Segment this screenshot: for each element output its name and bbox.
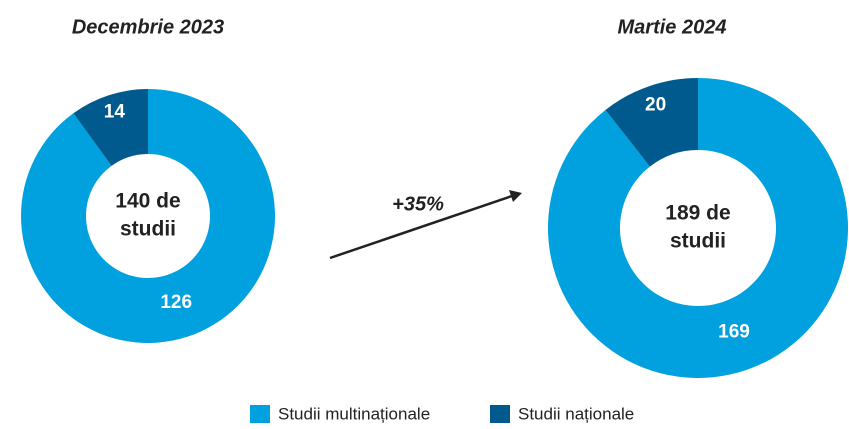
data-label: 14 [104,102,126,123]
annotation: +35% [392,193,444,215]
chart-title: Decembrie 2023 [72,16,224,38]
data-label: 20 [645,94,666,115]
donut-slice [548,78,848,378]
chart-title: Martie 2024 [618,16,727,38]
legend-label: Studii multinaționale [278,404,430,423]
donut-slice [20,89,275,343]
legend-swatch [490,405,510,423]
center-label: studii [120,218,176,241]
center-label: 140 de [115,190,180,213]
data-label: 169 [718,321,750,342]
arrow-head [509,190,522,202]
center-label: 189 de [665,202,730,225]
legend-swatch [250,405,270,423]
center-label: studii [670,230,726,253]
legend-label: Studii naționale [518,404,634,423]
donut-slice [73,89,148,166]
donut-slice [605,78,698,167]
growth-arrow [329,194,513,260]
data-label: 126 [160,292,192,313]
